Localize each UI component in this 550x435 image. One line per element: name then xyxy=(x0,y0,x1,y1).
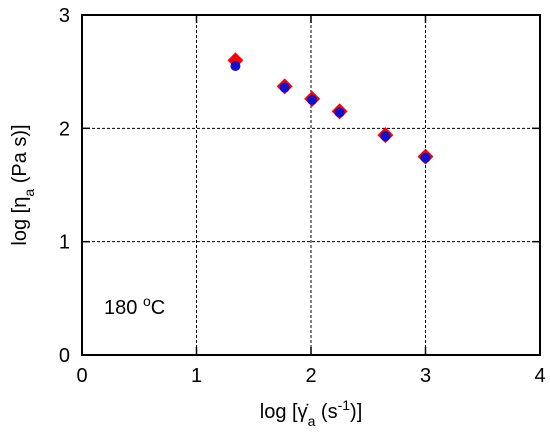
x-tick-label: 0 xyxy=(76,365,87,387)
y-tick-label: 1 xyxy=(59,232,70,254)
data-points xyxy=(227,52,434,165)
y-tick-label: 2 xyxy=(59,118,70,140)
circle-point xyxy=(230,61,241,71)
temperature-annotation: 180 oC xyxy=(104,293,165,319)
diamond-point xyxy=(227,52,244,69)
circle-point xyxy=(380,131,391,142)
circle-point xyxy=(420,152,431,163)
ticks: 0 1 2 3 4 0 1 2 3 xyxy=(59,5,546,387)
circle-point xyxy=(307,95,318,105)
y-tick-label: 3 xyxy=(59,5,70,27)
x-tick-label: 3 xyxy=(420,365,431,387)
circle-point xyxy=(279,82,290,93)
circle-point xyxy=(334,107,345,118)
grid xyxy=(82,15,540,355)
y-axis-label: log [ηa (Pa s)] xyxy=(9,124,37,245)
x-tick-label: 4 xyxy=(534,365,545,387)
x-tick-label: 1 xyxy=(191,365,202,387)
y-tick-label: 0 xyxy=(59,345,70,367)
x-tick-label: 2 xyxy=(305,365,316,387)
x-axis-label: log [γ̇a (s-1)] xyxy=(260,397,363,429)
